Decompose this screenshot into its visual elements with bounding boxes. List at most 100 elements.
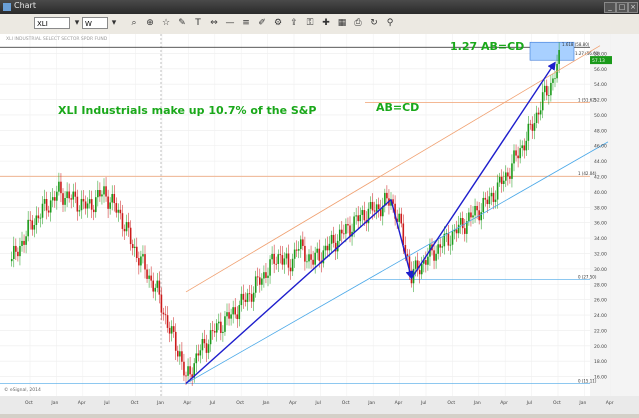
candle-body — [336, 240, 339, 252]
candle-body — [80, 198, 83, 211]
candle-body — [177, 350, 179, 357]
candle-body — [201, 338, 204, 351]
candle-body — [476, 205, 478, 211]
candle-body — [148, 275, 150, 279]
candle-body — [99, 190, 101, 197]
lock-icon[interactable]: ⚿ — [306, 18, 314, 28]
candle-body — [310, 254, 312, 260]
candle-body — [181, 351, 183, 362]
x-tick-label: Oct — [447, 400, 455, 406]
candle-body — [486, 199, 489, 205]
candle-body — [341, 229, 343, 234]
candle-body — [408, 256, 411, 271]
candle-body — [482, 197, 485, 213]
y-tick-label: 50.00 — [594, 113, 607, 119]
y-axis-panel — [590, 34, 639, 396]
candle-body — [125, 222, 128, 232]
candle-body — [179, 351, 181, 357]
minimize-icon[interactable]: _ — [604, 2, 616, 13]
zoom-icon[interactable]: ⊕ — [146, 18, 154, 28]
candle-body — [279, 254, 282, 256]
y-tick-label: 18.00 — [594, 359, 607, 365]
candle-body — [322, 250, 325, 264]
candle-body — [330, 234, 333, 244]
candle-body — [103, 186, 105, 195]
maximize-icon[interactable]: □ — [616, 2, 628, 13]
y-tick-label: 46.00 — [594, 144, 607, 150]
candle-body — [523, 145, 526, 151]
fib-label: 1.618 (58.80) — [562, 42, 590, 47]
x-tick-label: Jul — [314, 400, 320, 406]
candle-body — [359, 214, 362, 222]
candle-body — [500, 176, 503, 184]
share-icon[interactable]: ⇪ — [290, 18, 298, 28]
candle-body — [82, 198, 85, 202]
candle-body — [21, 240, 23, 246]
candle-body — [133, 246, 136, 249]
candle-body — [291, 258, 294, 272]
search-icon[interactable]: ⌕ — [131, 18, 137, 28]
candle-body — [531, 124, 534, 131]
pen-icon[interactable]: ✐ — [258, 18, 266, 28]
close-icon[interactable]: × — [628, 2, 638, 13]
candle-body — [31, 220, 34, 230]
candle-body — [170, 326, 173, 334]
fib-icon[interactable]: ≡ — [242, 18, 250, 28]
chart-icon — [3, 3, 11, 11]
fib-levels: 0 (15.11) 0 (27.50) 1 (42.04) 1 (51.62) 1.27… — [0, 41, 600, 384]
candle-body — [490, 192, 493, 197]
candle-body — [435, 253, 437, 261]
price-chart[interactable]: 0 (15.11) 0 (27.50) 1 (42.04) 1 (51.62) 1.27… — [0, 34, 639, 414]
candle-body — [464, 228, 466, 234]
measure-icon[interactable]: ⇔ — [210, 18, 218, 28]
text-icon[interactable]: T — [195, 18, 201, 28]
candle-body — [394, 203, 396, 219]
star-icon[interactable]: ☆ — [161, 18, 171, 28]
candle-body — [558, 49, 560, 64]
symbol-input[interactable]: XLI — [34, 17, 70, 29]
x-tick-label: Oct — [25, 400, 33, 406]
candle-body — [236, 314, 239, 320]
candle-body — [295, 249, 298, 251]
x-tick-label: Jan — [50, 400, 58, 406]
candle-body — [509, 176, 511, 179]
y-tick-label: 32.00 — [594, 251, 607, 257]
candle-body — [152, 280, 154, 292]
settings-icon[interactable]: ⚙ — [273, 18, 283, 28]
candle-body — [445, 233, 448, 234]
candle-body — [488, 196, 491, 205]
crosshair-icon[interactable]: ✚ — [322, 18, 330, 28]
candle-body — [461, 218, 464, 229]
candle-body — [111, 193, 113, 203]
horizontal-line-icon[interactable]: — — [225, 18, 235, 28]
y-tick-label: 52.00 — [594, 98, 607, 104]
candle-body — [371, 201, 374, 211]
refresh-icon[interactable]: ↻ — [370, 18, 378, 28]
candle-body — [541, 92, 544, 111]
period-chevron-icon[interactable]: ▾ — [111, 18, 117, 28]
candle-body — [35, 215, 38, 226]
candle-body — [521, 145, 523, 149]
candle-body — [240, 293, 243, 306]
candle-body — [443, 233, 446, 247]
candle-body — [10, 258, 13, 262]
period-input[interactable]: W — [82, 17, 108, 29]
chevron-down-icon[interactable]: ▾ — [74, 18, 80, 28]
candle-body — [254, 276, 257, 293]
candle-body — [222, 331, 224, 333]
candle-body — [406, 253, 409, 257]
chart-area[interactable]: 0 (15.11) 0 (27.50) 1 (42.04) 1 (51.62) 1.27… — [0, 34, 639, 414]
print-icon[interactable]: ⎙ — [354, 18, 362, 28]
candle-body — [70, 198, 72, 200]
x-tick-label: Apr — [78, 400, 86, 406]
candle-body — [281, 255, 284, 265]
candle-body — [244, 299, 247, 302]
candle-body — [455, 229, 458, 234]
annotation-abcd: AB=CD — [376, 101, 419, 114]
draw-icon[interactable]: ✎ — [178, 18, 186, 28]
grid-icon[interactable]: ▦ — [337, 18, 347, 28]
candle-body — [343, 233, 345, 235]
pin-icon[interactable]: ⚲ — [386, 18, 394, 28]
channel-upper — [185, 45, 601, 293]
candle-body — [37, 215, 40, 219]
